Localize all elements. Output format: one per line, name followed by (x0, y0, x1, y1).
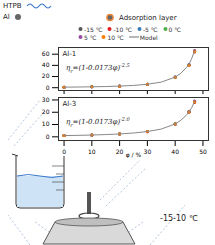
svg-text:30: 30 (42, 96, 50, 103)
svg-text:60: 60 (42, 50, 50, 57)
svg-text:0: 0 (46, 84, 50, 91)
svg-text:10: 10 (88, 148, 96, 155)
html-text:0 ℃: 0 ℃ (168, 25, 181, 33)
html-text:ηr=(1-0.0173φ)-2.5: ηr=(1-0.0173φ)-2.5 (66, 62, 130, 74)
html-text:Model: Model (139, 33, 158, 41)
html-text:HTPB: HTPB (3, 2, 22, 10)
html-text:10 ℃: 10 ℃ (107, 33, 124, 41)
html-text:5 ℃: 5 ℃ (84, 33, 97, 41)
html-text:-15 ℃: -15 ℃ (84, 25, 103, 33)
svg-text:0: 0 (46, 133, 50, 140)
svg-text:40: 40 (171, 148, 179, 155)
html-text:ηr=(1-0.0173φ)-2.0: ηr=(1-0.0173φ)-2.0 (66, 116, 130, 128)
html-text:Adsorption layer: Adsorption layer (119, 13, 177, 22)
svg-text:10: 10 (42, 120, 50, 127)
svg-text:Al-1: Al-1 (63, 50, 77, 58)
html-text:Al: Al (3, 13, 10, 21)
svg-text:50: 50 (199, 148, 207, 155)
svg-text:Al-3: Al-3 (63, 100, 77, 108)
svg-text:20: 20 (42, 72, 50, 79)
svg-text:40: 40 (42, 61, 50, 68)
svg-text:20: 20 (116, 148, 124, 155)
html-text:-10 ℃: -10 ℃ (113, 25, 132, 33)
html-text:-5 ℃: -5 ℃ (142, 25, 158, 33)
svg-text:20: 20 (42, 108, 50, 115)
svg-text:30: 30 (144, 148, 152, 155)
svg-text:φ / %: φ / % (126, 151, 142, 159)
svg-text:0: 0 (62, 148, 66, 155)
html-text:-15-10 ℃: -15-10 ℃ (160, 214, 198, 223)
